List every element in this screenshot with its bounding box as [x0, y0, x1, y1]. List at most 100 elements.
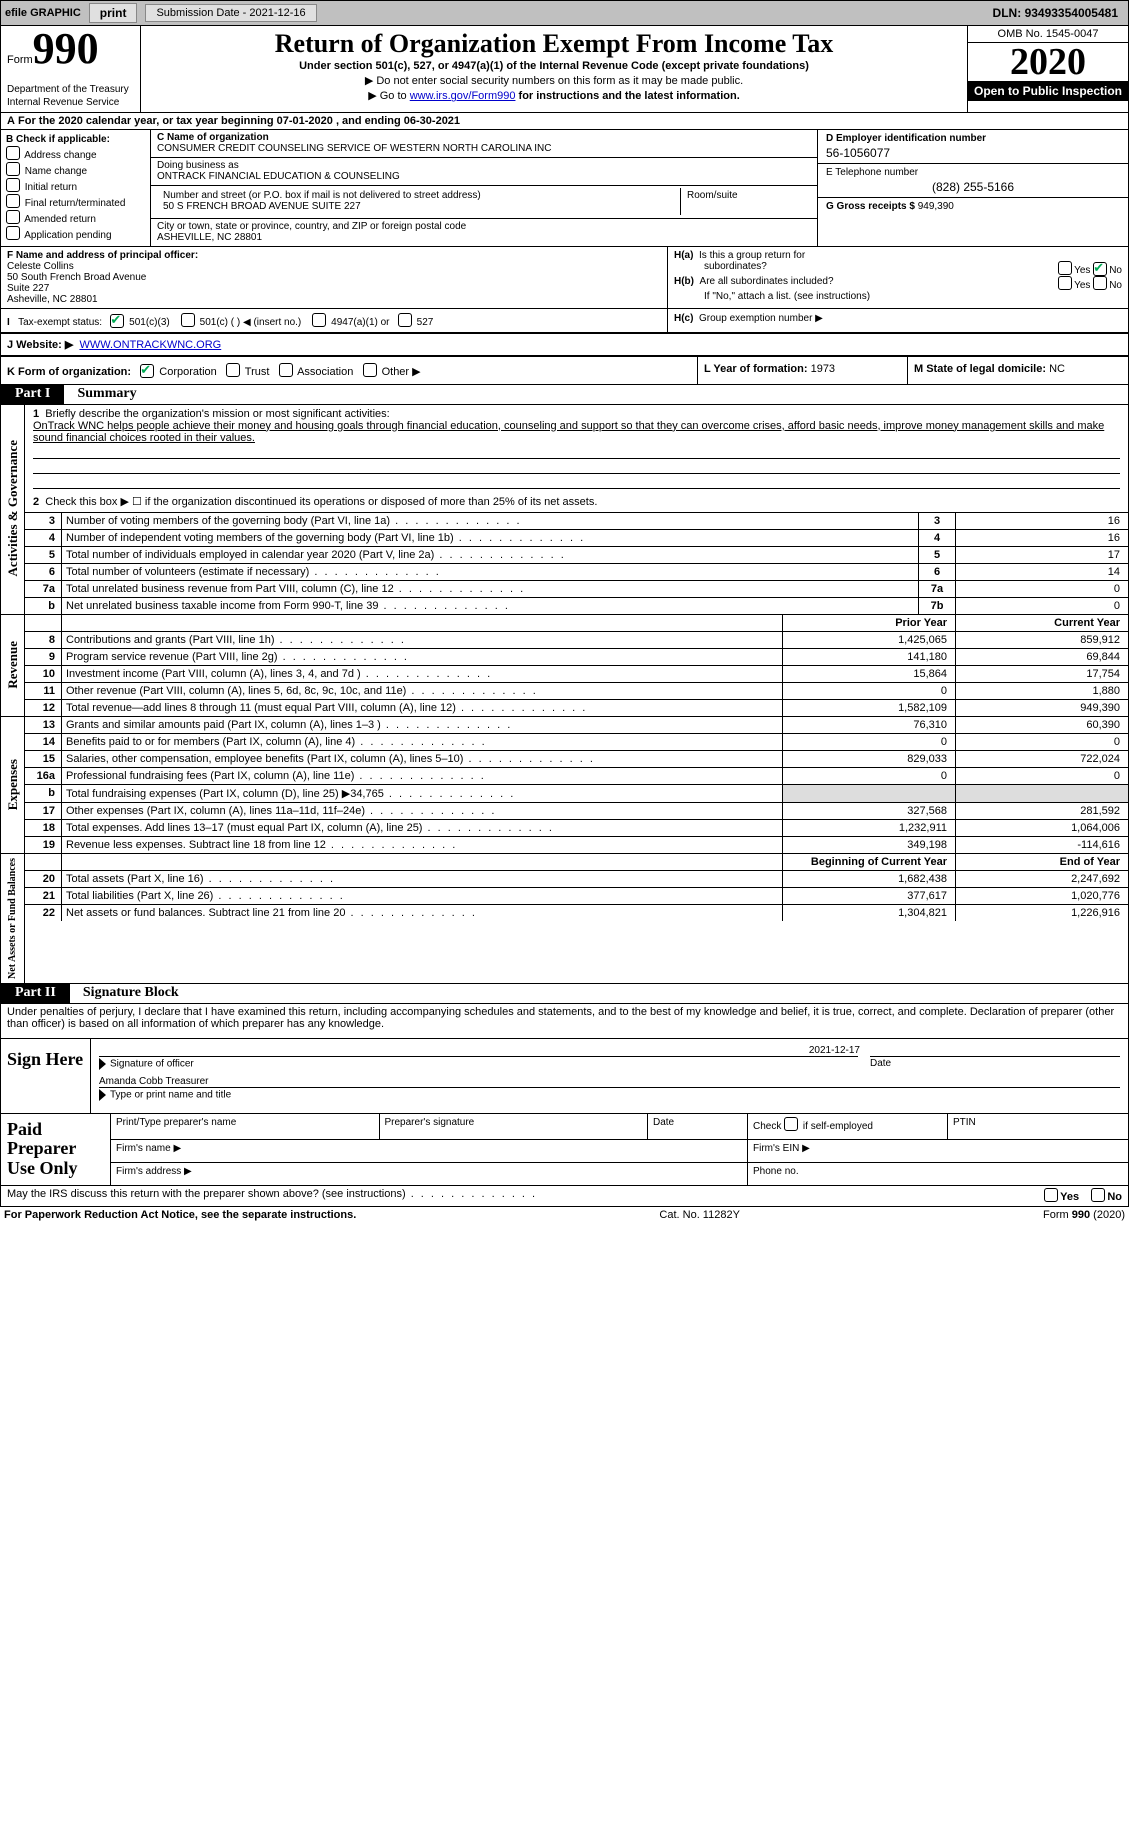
- city-label: City or town, state or province, country…: [157, 221, 811, 232]
- part-2-header: Part II: [1, 983, 70, 1003]
- table-row: 4Number of independent voting members of…: [25, 529, 1128, 546]
- room-suite-label: Room/suite: [681, 188, 811, 215]
- table-row: 15Salaries, other compensation, employee…: [25, 750, 1128, 767]
- chk-amended[interactable]: Amended return: [6, 210, 145, 225]
- hb-note: If "No," attach a list. (see instruction…: [674, 291, 1122, 302]
- sign-here: Sign Here 2021-12-17 Signature of office…: [0, 1039, 1129, 1114]
- ein-value: 56-1056077: [826, 146, 1120, 160]
- chk-name-change[interactable]: Name change: [6, 162, 145, 177]
- chk-address-change[interactable]: Address change: [6, 146, 145, 161]
- chk-application-pending[interactable]: Application pending: [6, 226, 145, 241]
- table-row: 9Program service revenue (Part VIII, lin…: [25, 648, 1128, 665]
- chk-4947a1[interactable]: [312, 313, 326, 327]
- form-title: Return of Organization Exempt From Incom…: [147, 30, 961, 57]
- table-row: 14Benefits paid to or for members (Part …: [25, 733, 1128, 750]
- table-row: 16aProfessional fundraising fees (Part I…: [25, 767, 1128, 784]
- sign-date: 2021-12-17: [99, 1045, 1120, 1056]
- chk-final-return[interactable]: Final return/terminated: [6, 194, 145, 209]
- chk-association[interactable]: [279, 363, 293, 377]
- chk-other[interactable]: [363, 363, 377, 377]
- discuss-no[interactable]: [1091, 1188, 1105, 1202]
- table-row: 20Total assets (Part X, line 16)1,682,43…: [25, 870, 1128, 887]
- tax-year: 2020: [968, 43, 1128, 81]
- dba-label: Doing business as: [157, 160, 811, 171]
- net-assets-table: Beginning of Current Year End of Year 20…: [25, 854, 1128, 921]
- instructions-link[interactable]: www.irs.gov/Form990: [410, 90, 516, 102]
- org-name: CONSUMER CREDIT COUNSELING SERVICE OF WE…: [157, 143, 811, 154]
- dba-name: ONTRACK FINANCIAL EDUCATION & COUNSELING: [157, 171, 811, 182]
- section-bcd: B Check if applicable: Address change Na…: [0, 130, 1129, 246]
- mission-block: 1 Briefly describe the organization's mi…: [25, 404, 1128, 513]
- chk-501c[interactable]: [181, 313, 195, 327]
- sig-officer-label: Signature of officer: [110, 1058, 194, 1069]
- officer-addr1: 50 South French Broad Avenue: [7, 272, 661, 283]
- c-name-label: C Name of organization: [157, 132, 811, 143]
- chk-501c3[interactable]: [110, 314, 124, 328]
- e-phone-label: E Telephone number: [826, 167, 1120, 178]
- street-label: Number and street (or P.O. box if mail i…: [163, 190, 674, 201]
- officer-addr2: Suite 227: [7, 283, 661, 294]
- form-header: Form990 Department of the Treasury Inter…: [0, 26, 1129, 113]
- chk-trust[interactable]: [226, 363, 240, 377]
- table-row: 8Contributions and grants (Part VIII, li…: [25, 631, 1128, 648]
- state-domicile: NC: [1049, 363, 1065, 375]
- expenses-table: 13Grants and similar amounts paid (Part …: [25, 717, 1128, 854]
- pp-phone: Phone no.: [748, 1163, 1128, 1185]
- table-row: bNet unrelated business taxable income f…: [25, 597, 1128, 614]
- open-to-public: Open to Public Inspection: [968, 81, 1128, 101]
- side-expenses: Expenses: [4, 755, 22, 814]
- section-f: F Name and address of principal officer:…: [1, 247, 668, 308]
- signer-name: Amanda Cobb Treasurer: [99, 1076, 1120, 1087]
- gross-receipts-value: 949,390: [918, 201, 954, 212]
- side-net-assets: Net Assets or Fund Balances: [6, 854, 19, 983]
- year-formation: 1973: [811, 363, 835, 375]
- discuss-yes[interactable]: [1044, 1188, 1058, 1202]
- section-h: H(a) Is this a group return for subordin…: [668, 247, 1128, 308]
- declaration: Under penalties of perjury, I declare th…: [0, 1004, 1129, 1039]
- sig-date-label: Date: [870, 1056, 1120, 1070]
- d-ein-label: D Employer identification number: [826, 133, 1120, 144]
- chk-initial-return[interactable]: Initial return: [6, 178, 145, 193]
- row-j-website: J Website: ▶ WWW.ONTRACKWNC.ORG: [0, 333, 1129, 356]
- signer-title-label: Type or print name and title: [110, 1089, 231, 1100]
- city-value: ASHEVILLE, NC 28801: [157, 232, 811, 243]
- ag-table: 3Number of voting members of the governi…: [25, 513, 1128, 615]
- instr-goto: ▶ Go to www.irs.gov/Form990 for instruct…: [147, 89, 961, 102]
- part-1-body: Activities & Governance 1 Briefly descri…: [0, 404, 1129, 984]
- ha-yes[interactable]: [1058, 261, 1072, 275]
- table-row: 13Grants and similar amounts paid (Part …: [25, 717, 1128, 734]
- dln: DLN: 93493354005481: [993, 6, 1124, 20]
- instr-ssn: ▶ Do not enter social security numbers o…: [147, 74, 961, 87]
- pp-ptin: PTIN: [948, 1114, 1128, 1141]
- side-activities-governance: Activities & Governance: [4, 436, 22, 580]
- website-link[interactable]: WWW.ONTRACKWNC.ORG: [79, 339, 221, 351]
- mission-text: OnTrack WNC helps people achieve their m…: [33, 420, 1104, 444]
- pp-firm-ein: Firm's EIN ▶: [748, 1140, 1128, 1163]
- section-d: D Employer identification number 56-1056…: [818, 130, 1128, 246]
- form-subtitle: Under section 501(c), 527, or 4947(a)(1)…: [147, 60, 961, 72]
- hb-no[interactable]: [1093, 276, 1107, 290]
- chk-527[interactable]: [398, 313, 412, 327]
- table-row: 11Other revenue (Part VIII, column (A), …: [25, 682, 1128, 699]
- paperwork-row: For Paperwork Reduction Act Notice, see …: [0, 1207, 1129, 1223]
- row-i: I Tax-exempt status: 501(c)(3) 501(c) ( …: [1, 309, 668, 332]
- form-prefix: Form: [7, 54, 33, 66]
- pp-firm-address: Firm's address ▶: [111, 1163, 748, 1185]
- part-1-header: Part I: [1, 384, 64, 404]
- print-button[interactable]: print: [89, 3, 138, 23]
- section-b: B Check if applicable: Address change Na…: [1, 130, 151, 246]
- street-value: 50 S FRENCH BROAD AVENUE SUITE 227: [163, 201, 674, 212]
- part-2-title: Signature Block: [73, 985, 179, 1001]
- efile-label: efile GRAPHIC: [5, 7, 81, 19]
- chk-corporation[interactable]: [140, 364, 154, 378]
- ha-no[interactable]: [1093, 262, 1107, 276]
- row-k-form-org: K Form of organization: Corporation Trus…: [0, 356, 1129, 385]
- department: Department of the Treasury Internal Reve…: [7, 83, 134, 109]
- paid-preparer: Paid Preparer Use Only Print/Type prepar…: [0, 1114, 1129, 1186]
- g-gross-label: G Gross receipts $: [826, 201, 915, 212]
- section-c: C Name of organization CONSUMER CREDIT C…: [151, 130, 818, 246]
- hb-yes[interactable]: [1058, 276, 1072, 290]
- discuss-row: May the IRS discuss this return with the…: [0, 1185, 1129, 1207]
- pp-firm-name: Firm's name ▶: [111, 1140, 748, 1163]
- form-number: 990: [33, 24, 99, 73]
